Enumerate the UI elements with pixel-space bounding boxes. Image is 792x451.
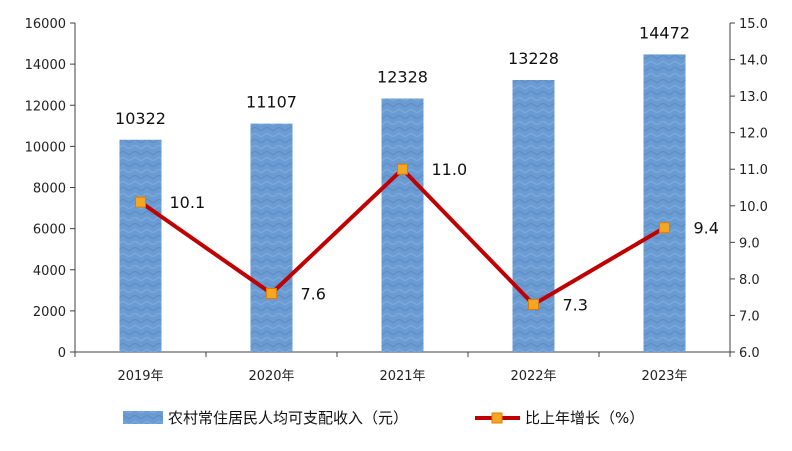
growth-value-label: 7.3 (563, 295, 588, 314)
growth-value-label: 10.1 (170, 193, 206, 212)
growth-point-marker (135, 196, 146, 208)
legend-bar-label: 农村常住居民人均可支配收入（元） (168, 409, 408, 427)
right-tick-label: 8.0 (739, 273, 760, 288)
right-tick-label: 15.0 (739, 17, 768, 32)
x-tick-label: 2023年 (641, 369, 687, 384)
left-tick-label: 4000 (33, 264, 66, 279)
x-tick-label: 2020年 (248, 369, 294, 384)
income-bar (512, 79, 555, 352)
left-tick-label: 0 (58, 346, 66, 361)
right-tick-label: 12.0 (739, 127, 768, 142)
bar-value-label: 14472 (639, 23, 690, 42)
left-tick-label: 12000 (25, 99, 66, 114)
growth-point-marker (397, 163, 408, 175)
x-axis: 2019年 2020年 2021年 2022年 2023年 (74, 351, 731, 384)
right-tick-label: 10.0 (739, 200, 768, 215)
x-tick-label: 2019年 (117, 369, 163, 384)
right-tick-label: 7.0 (739, 309, 760, 324)
bar-value-label: 10322 (115, 109, 166, 128)
growth-value-label: 7.6 (301, 285, 326, 304)
right-tick-label: 14.0 (739, 54, 768, 69)
income-bar (250, 123, 293, 353)
right-axis: 6.0 7.0 8.0 9.0 10.0 11.0 12.0 13.0 14.0 15.0 (729, 17, 768, 361)
income-bar (643, 54, 686, 353)
growth-point-marker (266, 288, 277, 300)
growth-point-marker (659, 222, 670, 234)
income-bar (381, 98, 424, 353)
bar-value-label: 12328 (377, 68, 428, 87)
right-tick-label: 6.0 (739, 346, 760, 361)
growth-value-label: 11.0 (432, 160, 468, 179)
x-tick-label: 2022年 (510, 369, 556, 384)
growth-point-marker (528, 298, 539, 310)
left-tick-label: 10000 (25, 140, 66, 155)
legend-bar-swatch (123, 411, 163, 424)
left-axis: 0 2000 4000 6000 8000 10000 12000 14000 16000 (25, 17, 76, 361)
left-tick-label: 8000 (33, 182, 66, 197)
left-tick-label: 2000 (33, 305, 66, 320)
x-tick-label: 2021年 (379, 369, 425, 384)
bar-value-label: 11107 (246, 93, 297, 112)
legend: 农村常住居民人均可支配收入（元） 比上年增长（%） (123, 409, 644, 427)
left-tick-label: 6000 (33, 223, 66, 238)
left-tick-label: 14000 (25, 58, 66, 73)
bar-value-label: 13228 (508, 49, 559, 68)
legend-line-marker (491, 412, 503, 424)
left-tick-label: 16000 (25, 17, 66, 32)
income-bar (119, 139, 162, 352)
growth-line (135, 163, 670, 310)
right-tick-label: 9.0 (739, 236, 760, 251)
legend-line-label: 比上年增长（%） (525, 409, 644, 427)
right-tick-label: 11.0 (739, 163, 768, 178)
right-tick-label: 13.0 (739, 90, 768, 105)
bar-labels: 10322 11107 12328 13228 14472 (115, 23, 690, 127)
line-labels: 10.1 7.6 11.0 7.3 9.4 (170, 160, 719, 314)
growth-value-label: 9.4 (694, 219, 719, 238)
